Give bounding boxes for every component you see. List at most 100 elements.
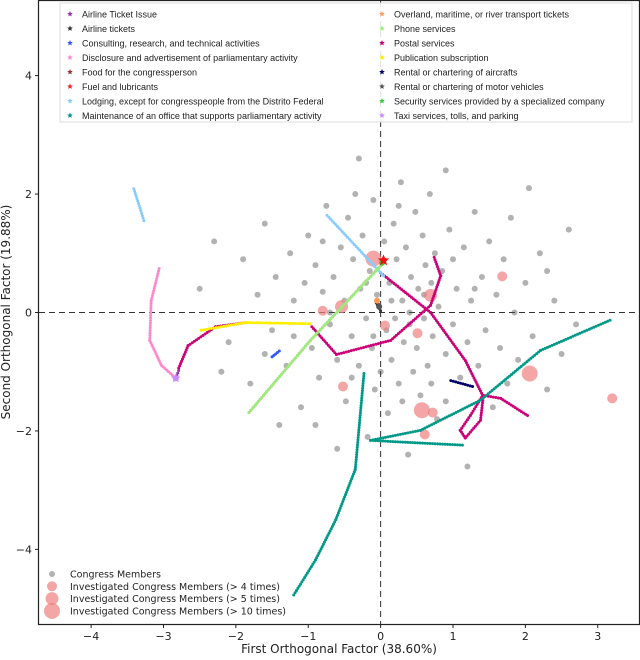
category-trajectory-point [296, 586, 300, 590]
category-trajectory-point [317, 551, 321, 555]
category-trajectory-point [132, 187, 136, 191]
investigated-member-point [497, 271, 508, 282]
legend-label: Disclosure and advertisement of parliame… [82, 53, 298, 63]
category-trajectory-point [182, 353, 186, 357]
congress-member-point [426, 191, 433, 198]
category-trajectory-point [360, 399, 364, 403]
category-trajectory-point [435, 262, 439, 266]
category-trajectory-point [471, 385, 475, 389]
category-trajectory-point [177, 366, 181, 370]
category-trajectory-point [135, 197, 139, 201]
category-trajectory-point [192, 339, 196, 343]
category-trajectory-point [148, 333, 152, 337]
category-trajectory-point [458, 408, 462, 412]
congress-member-point [507, 214, 514, 221]
category-trajectory-point [237, 322, 241, 326]
category-trajectory-point [358, 411, 362, 415]
category-trajectory-point [421, 427, 425, 431]
category-trajectory-point [418, 441, 422, 445]
legend-star-icon [379, 98, 385, 104]
category-trajectory-point [428, 441, 432, 445]
congress-member-point [287, 250, 294, 257]
investigated-member-point [379, 320, 390, 331]
category-trajectory-point [594, 324, 598, 328]
category-trajectory-point [136, 201, 140, 205]
category-trajectory-point [550, 343, 554, 347]
congress-member-point [399, 398, 406, 405]
category-trajectory-point [580, 330, 584, 334]
investigated-member-point [607, 393, 618, 404]
category-trajectory-point [277, 349, 281, 353]
category-trajectory-point [606, 319, 610, 323]
category-trajectory-point [357, 426, 361, 430]
category-trajectory-point [426, 441, 430, 445]
category-trajectory-point [217, 325, 221, 329]
category-trajectory-point [476, 399, 480, 403]
category-trajectory-point [373, 439, 377, 443]
category-trajectory-point [227, 324, 231, 328]
congress-member-point [536, 250, 543, 257]
category-trajectory-point [578, 331, 582, 335]
category-trajectory-point [188, 342, 192, 346]
category-trajectory-point [474, 400, 478, 404]
category-trajectory-point [355, 445, 359, 449]
y-tick-label: 0 [25, 307, 32, 320]
category-trajectory-point [596, 323, 600, 327]
category-trajectory-point [319, 547, 323, 551]
x-tick-label: −2 [228, 630, 244, 643]
category-trajectory-point [367, 344, 371, 348]
category-trajectory-point [157, 267, 161, 271]
category-trajectory-point [378, 436, 382, 440]
category-trajectory-point [475, 422, 479, 426]
congress-member-point [312, 422, 319, 429]
congress-member-point [371, 386, 378, 393]
category-trajectory-point [369, 344, 373, 348]
category-trajectory-point [140, 214, 144, 218]
category-trajectory-point [152, 286, 156, 290]
category-trajectory-point [327, 531, 331, 535]
y-axis-label: Second Orthogonal Factor (19.88%) [0, 205, 13, 420]
category-trajectory-point [347, 483, 351, 487]
category-trajectory-point [418, 428, 422, 432]
legend-star-icon [67, 40, 73, 46]
congress-member-point [323, 202, 330, 209]
category-trajectory-point [261, 321, 265, 325]
legend-label: Food for the congressperson [82, 68, 197, 78]
congress-member-point [395, 202, 402, 209]
category-trajectory-point [148, 336, 152, 340]
category-trajectory-point [204, 327, 208, 331]
category-trajectory-point [587, 327, 591, 331]
category-trajectory-point [338, 506, 342, 510]
congress-member-point [406, 309, 413, 316]
category-trajectory-point [148, 338, 152, 342]
category-trajectory-point [264, 321, 268, 325]
category-trajectory-point [421, 441, 425, 445]
congress-member-point [397, 179, 404, 186]
category-trajectory-point [443, 416, 447, 420]
category-trajectory-point [381, 439, 385, 443]
congress-member-point [464, 463, 471, 470]
category-trajectory-point [391, 440, 395, 444]
congress-member-point [298, 404, 305, 411]
category-trajectory-point [140, 211, 144, 215]
category-trajectory-point [347, 349, 351, 353]
category-trajectory-point [603, 320, 607, 324]
category-trajectory-point [356, 433, 360, 437]
category-trajectory-point [379, 341, 383, 345]
congress-member-point [412, 208, 419, 215]
category-trajectory-point [239, 321, 243, 325]
category-trajectory-point [360, 394, 364, 398]
category-trajectory-point [205, 331, 209, 335]
category-trajectory-point [564, 337, 568, 341]
category-trajectory-point [180, 359, 184, 363]
category-trajectory-point [303, 576, 307, 580]
congress-member-point [428, 380, 435, 387]
category-trajectory-point [214, 326, 218, 330]
congress-member-point [290, 333, 297, 340]
category-trajectory-point [461, 407, 465, 411]
category-trajectory-point [435, 285, 439, 289]
category-trajectory-point [178, 364, 182, 368]
category-trajectory-point [234, 322, 238, 326]
category-trajectory-point [358, 421, 362, 425]
